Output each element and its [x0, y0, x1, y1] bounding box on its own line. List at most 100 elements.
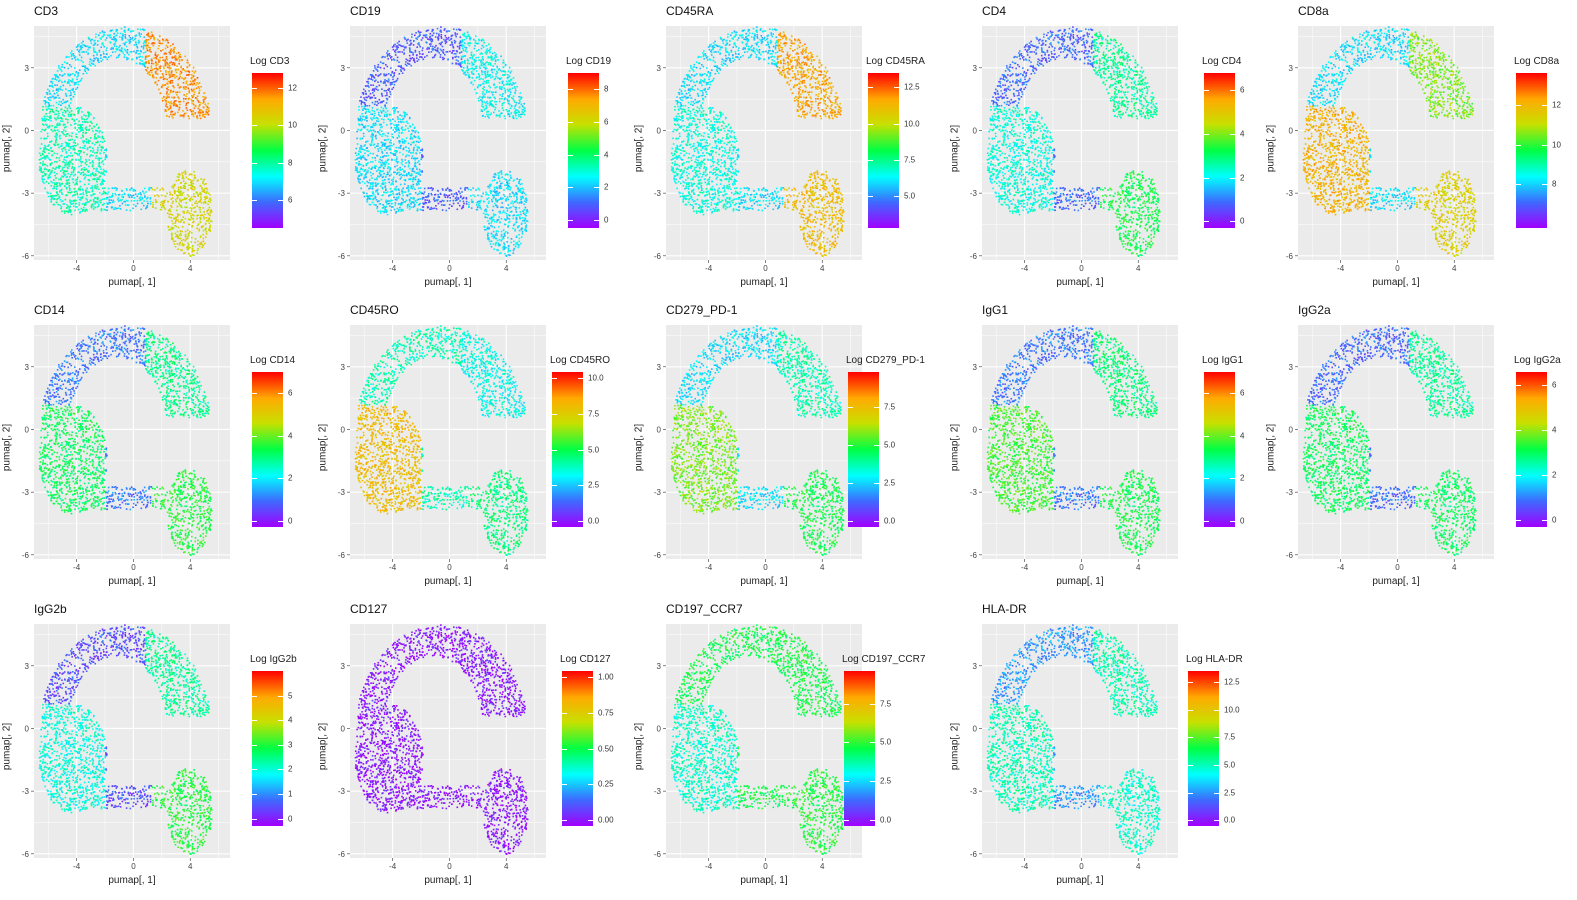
scatter-point: [43, 163, 46, 166]
scatter-point: [69, 173, 72, 176]
scatter-point: [196, 77, 199, 79]
scatter-point: [137, 39, 140, 42]
scatter-point: [116, 47, 118, 50]
scatter-point: [375, 123, 377, 126]
scatter-point: [59, 79, 61, 82]
scatter-point: [172, 90, 175, 93]
scatter-point: [182, 176, 184, 178]
scatter-point: [461, 198, 464, 200]
scatter-point: [55, 139, 57, 142]
scatter-point: [519, 191, 522, 194]
scatter-point: [177, 83, 179, 85]
scatter-point: [489, 185, 491, 187]
scatter-point: [356, 171, 358, 173]
scatter-point: [196, 117, 199, 120]
scatter-point: [142, 63, 144, 65]
scatter-point: [387, 166, 390, 168]
scatter-point: [87, 139, 90, 142]
scatter-point: [113, 39, 116, 41]
scatter-point: [160, 201, 162, 204]
scatter-point: [128, 35, 131, 37]
scatter-point: [414, 61, 416, 64]
scatter-point: [498, 82, 501, 84]
scatter-point: [155, 70, 157, 73]
scatter-point: [412, 180, 414, 183]
scatter-point: [48, 158, 50, 160]
scatter-point: [55, 74, 57, 76]
scatter-point: [202, 207, 205, 209]
scatter-point: [510, 187, 512, 189]
scatter-point: [418, 183, 420, 185]
x-axis-label: pumap[, 1]: [34, 277, 230, 288]
y-tick-label: -3: [22, 189, 30, 198]
scatter-point: [92, 47, 95, 49]
scatter-point: [161, 194, 163, 197]
scatter-point: [358, 163, 360, 165]
scatter-point: [177, 236, 180, 238]
scatter-point: [54, 78, 57, 80]
scatter-point: [410, 133, 413, 135]
scatter-point: [481, 93, 484, 95]
scatter-point: [498, 191, 501, 194]
scatter-point: [138, 197, 141, 199]
scatter-point: [521, 217, 524, 219]
scatter-point: [83, 147, 86, 149]
scatter-point: [46, 148, 49, 151]
scatter-point: [105, 149, 108, 152]
scatter-point: [396, 150, 398, 153]
scatter-point: [398, 73, 401, 75]
scatter-point: [197, 240, 199, 243]
scatter-point: [122, 196, 125, 198]
scatter-point: [77, 153, 79, 155]
scatter-point: [365, 176, 368, 178]
scatter-point: [145, 44, 148, 46]
scatter-point: [107, 187, 110, 190]
scatter-point: [172, 187, 175, 189]
scatter-point: [196, 227, 198, 230]
scatter-point: [191, 188, 194, 191]
scatter-point: [371, 133, 373, 136]
scatter-point: [171, 197, 174, 199]
scatter-point: [478, 74, 481, 77]
scatter-point: [363, 195, 366, 198]
scatter-point: [518, 229, 521, 232]
scatter-point: [70, 52, 72, 54]
scatter-point: [123, 48, 126, 51]
scatter-point: [67, 162, 70, 165]
scatter-point: [515, 214, 518, 217]
scatter-point: [186, 237, 189, 240]
scatter-point: [94, 134, 96, 136]
scatter-point: [185, 112, 187, 114]
scatter-point: [102, 192, 104, 195]
scatter-point: [415, 37, 417, 40]
scatter-point: [101, 43, 103, 45]
scatter-point: [396, 79, 398, 82]
scatter-point: [453, 53, 456, 55]
scatter-point: [489, 243, 492, 245]
scatter-point: [420, 156, 423, 159]
scatter-point: [88, 165, 90, 168]
scatter-point: [478, 76, 481, 78]
scatter-point: [101, 198, 104, 201]
scatter-point: [504, 63, 507, 66]
scatter-point: [46, 124, 48, 126]
scatter-point: [100, 140, 102, 143]
scatter-point: [191, 74, 193, 76]
scatter-point: [80, 42, 83, 44]
scatter-point: [124, 31, 126, 33]
scatter-point: [204, 228, 207, 230]
scatter-point: [157, 58, 160, 61]
scatter-point: [386, 65, 389, 68]
scatter-point: [473, 58, 476, 61]
scatter-point: [191, 226, 193, 228]
scatter-point: [84, 204, 86, 206]
scatter-point: [392, 192, 394, 195]
scatter-point: [414, 161, 417, 164]
scatter-point: [385, 107, 387, 110]
scatter-point: [61, 145, 63, 147]
scatter-point: [174, 192, 176, 195]
scatter-point: [174, 59, 177, 61]
scatter-point: [56, 185, 59, 187]
scatter-point: [175, 198, 177, 201]
scatter-point: [80, 47, 82, 50]
